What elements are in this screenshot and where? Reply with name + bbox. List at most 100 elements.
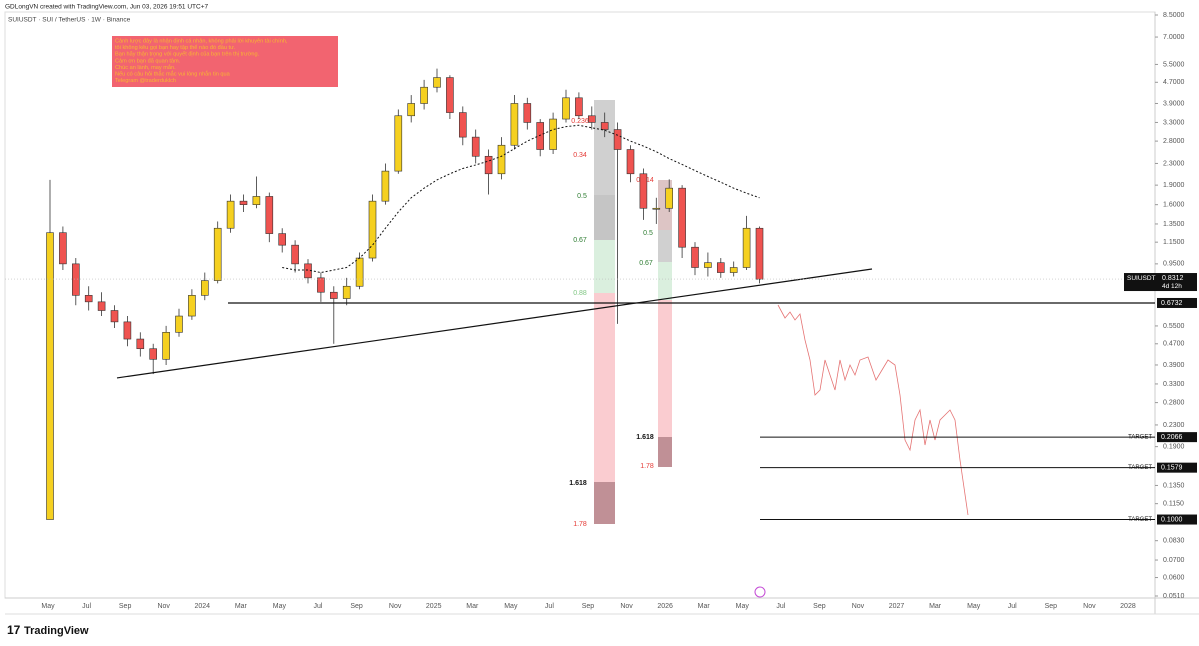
- y-tick-label: 0.4700: [1163, 341, 1185, 348]
- note-line: Chúc an lành, may mắn.: [115, 64, 176, 71]
- candle-body: [252, 196, 261, 205]
- candle-body: [213, 227, 222, 281]
- price-tag: [1157, 462, 1197, 473]
- candle-body: [600, 122, 609, 130]
- fib-zone: [658, 230, 672, 262]
- target-name: TARGET: [1128, 465, 1152, 471]
- candle-body: [407, 103, 416, 117]
- candle-body: [317, 277, 325, 293]
- note-box: [112, 36, 338, 87]
- note-line: Cảnh lược đây là nhận định cá nhân, khôn…: [115, 38, 288, 44]
- fib-label: 0.34: [573, 152, 587, 159]
- x-tick-label: 2024: [194, 603, 210, 610]
- y-tick-label: 1.9000: [1163, 182, 1185, 189]
- candle-body: [342, 285, 351, 299]
- note-line: Telegram @traderduklch: [115, 78, 176, 84]
- candle-body: [291, 244, 299, 265]
- candle-body: [162, 332, 170, 360]
- candle-body: [691, 246, 699, 268]
- x-tick-label: Sep: [1045, 603, 1058, 610]
- fib-zone: [594, 482, 615, 524]
- price-tag: [1157, 432, 1197, 443]
- price-tag: [1157, 514, 1197, 525]
- y-tick-label: 1.1500: [1163, 239, 1185, 246]
- candle-body: [575, 97, 583, 117]
- candle-body: [123, 321, 132, 340]
- x-tick-label: Nov: [157, 603, 170, 610]
- fib-label: 1.618: [636, 434, 654, 441]
- note-line: Nếu có câu hỏi thắc mắc vui lòng nhắn ti…: [115, 70, 231, 77]
- x-tick-label: May: [273, 603, 287, 610]
- y-tick-label: 0.1150: [1163, 501, 1184, 508]
- symbol-legend: SUIUSDT · SUI / TetherUS · 1W · Binance: [8, 17, 131, 24]
- candle-body: [368, 200, 377, 259]
- candle-body: [549, 118, 557, 150]
- candle-body: [381, 170, 390, 202]
- target-name: TARGET: [1128, 435, 1152, 441]
- candle-body: [201, 280, 209, 296]
- fib-label: 0.5: [643, 230, 653, 237]
- y-tick-label: 0.1350: [1163, 482, 1185, 489]
- candle-body: [523, 103, 532, 123]
- candle-body: [652, 207, 661, 210]
- candle-body: [729, 267, 738, 273]
- y-tick-label: 8.5000: [1163, 12, 1185, 19]
- fib-zone: [658, 262, 672, 300]
- candle-body: [446, 77, 454, 113]
- candle-body: [420, 86, 428, 104]
- y-tick-label: 0.0510: [1163, 593, 1185, 600]
- x-tick-label: Jul: [314, 603, 323, 610]
- candle-body: [716, 262, 725, 273]
- x-tick-label: Nov: [620, 603, 633, 610]
- candle-body: [265, 196, 274, 234]
- x-tick-label: 2027: [889, 603, 905, 610]
- candle-body: [562, 97, 570, 120]
- candle-body: [136, 338, 145, 350]
- x-tick-label: May: [967, 603, 981, 610]
- fib-zone: [594, 293, 615, 482]
- y-tick-label: 0.0600: [1163, 574, 1185, 581]
- y-tick-label: 3.3000: [1163, 119, 1185, 126]
- price-tag-label: 0.6732: [1161, 300, 1183, 307]
- price-tag-label: 0.1000: [1161, 516, 1183, 523]
- candle-body: [755, 227, 764, 280]
- candle-body: [394, 115, 403, 172]
- fib-zone: [594, 100, 615, 195]
- note: Cảnh lược đây là nhận định cá nhân, khôn…: [112, 36, 338, 87]
- y-tick-label: 2.8000: [1163, 138, 1185, 145]
- x-tick-label: 2025: [426, 603, 442, 610]
- target-name: TARGET: [1128, 517, 1152, 523]
- candle-body: [59, 232, 67, 265]
- candle-body: [626, 149, 635, 175]
- candle-body: [84, 295, 93, 303]
- candle-body: [536, 122, 545, 150]
- candle-body: [484, 155, 493, 175]
- note-line: Bạn hãy thận trọng với quyết định của bạ…: [115, 51, 260, 58]
- candle-body: [742, 227, 751, 268]
- price-tag-label: 0.1579: [1161, 464, 1183, 471]
- candle-body: [110, 310, 119, 323]
- x-tick-label: 2026: [657, 603, 673, 610]
- x-tick-label: Jul: [545, 603, 554, 610]
- y-tick-label: 4.7000: [1163, 79, 1185, 86]
- candle-body: [704, 262, 712, 268]
- y-tick-label: 2.3000: [1163, 160, 1185, 167]
- x-tick-label: May: [41, 603, 55, 610]
- x-tick-label: Sep: [350, 603, 363, 610]
- x-tick-label: Sep: [119, 603, 132, 610]
- x-tick-label: Nov: [1083, 603, 1096, 610]
- candle-body: [46, 232, 54, 520]
- candle-body: [329, 291, 338, 299]
- candle-body: [226, 200, 235, 229]
- candle-body: [355, 257, 364, 287]
- candle-body: [471, 136, 480, 157]
- candle-body: [433, 77, 441, 88]
- candle-body: [497, 144, 506, 175]
- note-line: tôi không kêu gọi bạn hay tập thể nào đó…: [115, 44, 236, 51]
- price-tag-label: 0.8312: [1162, 275, 1184, 282]
- fib-zone: [658, 300, 672, 437]
- trendline: [116, 268, 873, 379]
- y-tick-label: 0.0830: [1163, 538, 1185, 545]
- event-icon[interactable]: [754, 586, 766, 598]
